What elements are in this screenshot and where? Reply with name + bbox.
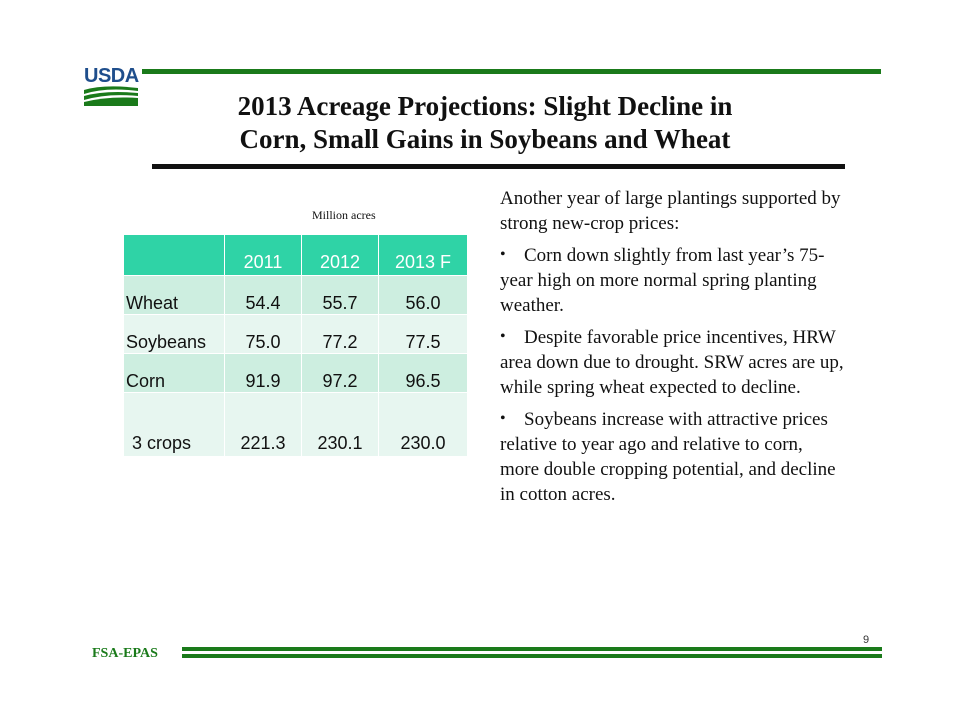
page-title: 2013 Acreage Projections: Slight Decline…: [150, 90, 820, 156]
crop-label: 3 crops: [132, 433, 192, 453]
bullet-text: Corn down slightly from last year’s 75-y…: [500, 245, 825, 316]
title-line-1: 2013 Acreage Projections: Slight Decline…: [237, 91, 733, 121]
usda-logo: USDA: [84, 66, 140, 108]
table-unit-label: Million acres: [312, 208, 376, 222]
value-cell: 75.0: [224, 314, 302, 354]
notes-panel: Another year of large plantings supporte…: [500, 186, 845, 513]
value-cell: 77.5: [378, 314, 468, 354]
usda-logo-text: USDA: [84, 65, 139, 87]
value-cell: 230.1: [301, 392, 379, 457]
crop-label: Soybeans: [126, 332, 207, 352]
bullet-icon: •: [500, 246, 506, 263]
crop-cell: Soybeans: [123, 314, 225, 354]
value-cell: 56.0: [378, 275, 468, 315]
crop-cell: Wheat: [123, 275, 225, 315]
value-cell: 55.7: [301, 275, 379, 315]
bullet-text: Despite favorable price incentives, HRW …: [500, 327, 844, 398]
table-row: Wheat 54.4 55.7 56.0: [123, 275, 468, 315]
page-number: 9: [863, 634, 870, 646]
value-cell: 77.2: [301, 314, 379, 354]
title-line-2: Corn, Small Gains in Soybeans and Wheat: [239, 124, 731, 154]
table-row: Corn 91.9 97.2 96.5: [123, 353, 468, 393]
column-header: 2012: [301, 234, 379, 276]
table-row: 3 crops 221.3 230.1 230.0: [123, 392, 468, 457]
value-cell: 96.5: [378, 353, 468, 393]
crop-cell: Corn: [123, 353, 225, 393]
column-header: 2011: [224, 234, 302, 276]
value-cell: 91.9: [224, 353, 302, 393]
value-cell: 54.4: [224, 275, 302, 315]
column-header: 2013 F: [378, 234, 468, 276]
bullet-icon: •: [500, 328, 506, 345]
column-header: [123, 234, 225, 276]
value-cell: 97.2: [301, 353, 379, 393]
value-cell: 221.3: [224, 392, 302, 457]
bullet-icon: •: [500, 410, 506, 427]
header-rule: [142, 69, 881, 74]
notes-bullet: • Corn down slightly from last year’s 75-…: [500, 242, 845, 318]
notes-bullet: • Despite favorable price incentives, HRW…: [500, 324, 845, 400]
title-underline: [152, 164, 845, 169]
table-header-row: 2011 2012 2013 F: [123, 234, 468, 276]
bullet-text: Soybeans increase with attractive prices…: [500, 409, 836, 505]
footer-label: FSA-EPAS: [92, 646, 158, 661]
notes-bullet: • Soybeans increase with attractive price…: [500, 406, 845, 507]
crop-cell: 3 crops: [123, 392, 225, 457]
footer-rule: [182, 647, 882, 651]
crop-label: Corn: [126, 371, 166, 391]
usda-swoosh-icon: [84, 86, 138, 106]
notes-intro: Another year of large plantings supporte…: [500, 188, 841, 234]
footer-rule: [182, 654, 882, 658]
table-row: Soybeans 75.0 77.2 77.5: [123, 314, 468, 354]
crop-label: Wheat: [126, 293, 179, 313]
acreage-table: 2011 2012 2013 F Wheat 54.4 55.7 56.0 So…: [123, 234, 468, 457]
value-cell: 230.0: [378, 392, 468, 457]
